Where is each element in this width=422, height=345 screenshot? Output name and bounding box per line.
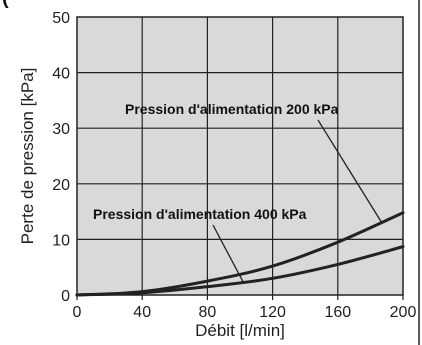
header-fragment: ( <box>2 0 9 9</box>
y-tick-label: 40 <box>52 66 70 83</box>
grid-lines <box>77 17 403 295</box>
y-tick-label: 20 <box>52 177 70 194</box>
y-tick-label: 50 <box>52 10 70 27</box>
annotation-label-1: Pression d'alimentation 200 kPa <box>125 101 339 117</box>
x-tick-labels: 0 40 80 120 160 200 <box>73 295 417 321</box>
annotation-leader-1 <box>317 119 383 224</box>
x-axis-title: Débit [l/min] <box>195 321 285 340</box>
y-axis-title: Perte de pression [kPa] <box>18 68 37 245</box>
x-tick-label: 120 <box>259 304 286 321</box>
annotation-labels: Pression d'alimentation 200 kPa Pression … <box>93 101 339 222</box>
series-line-2 <box>75 245 405 297</box>
y-tick-label: 10 <box>52 232 70 249</box>
x-tick-label: 80 <box>199 304 217 321</box>
series-layer <box>75 211 405 297</box>
x-tick-label: 200 <box>390 304 417 321</box>
y-tick-label: 30 <box>52 121 70 138</box>
y-tick-label: 0 <box>61 288 70 305</box>
x-tick-label: 160 <box>324 304 351 321</box>
plot-area <box>76 16 404 296</box>
annotation-leader-2 <box>212 224 244 283</box>
y-tick-labels: 0 10 20 30 40 50 <box>52 10 70 305</box>
annotation-label-2: Pression d'alimentation 400 kPa <box>93 206 307 222</box>
x-tick-label: 40 <box>133 304 151 321</box>
annotation-leaders <box>212 119 383 283</box>
x-tick-label: 0 <box>73 304 82 321</box>
